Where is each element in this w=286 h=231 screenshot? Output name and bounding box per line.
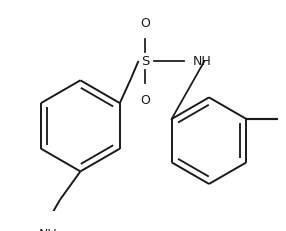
Text: O: O [140,17,150,30]
Text: NH₂: NH₂ [39,227,63,231]
Text: NH: NH [193,55,212,68]
Text: O: O [140,94,150,106]
Text: S: S [141,55,150,68]
